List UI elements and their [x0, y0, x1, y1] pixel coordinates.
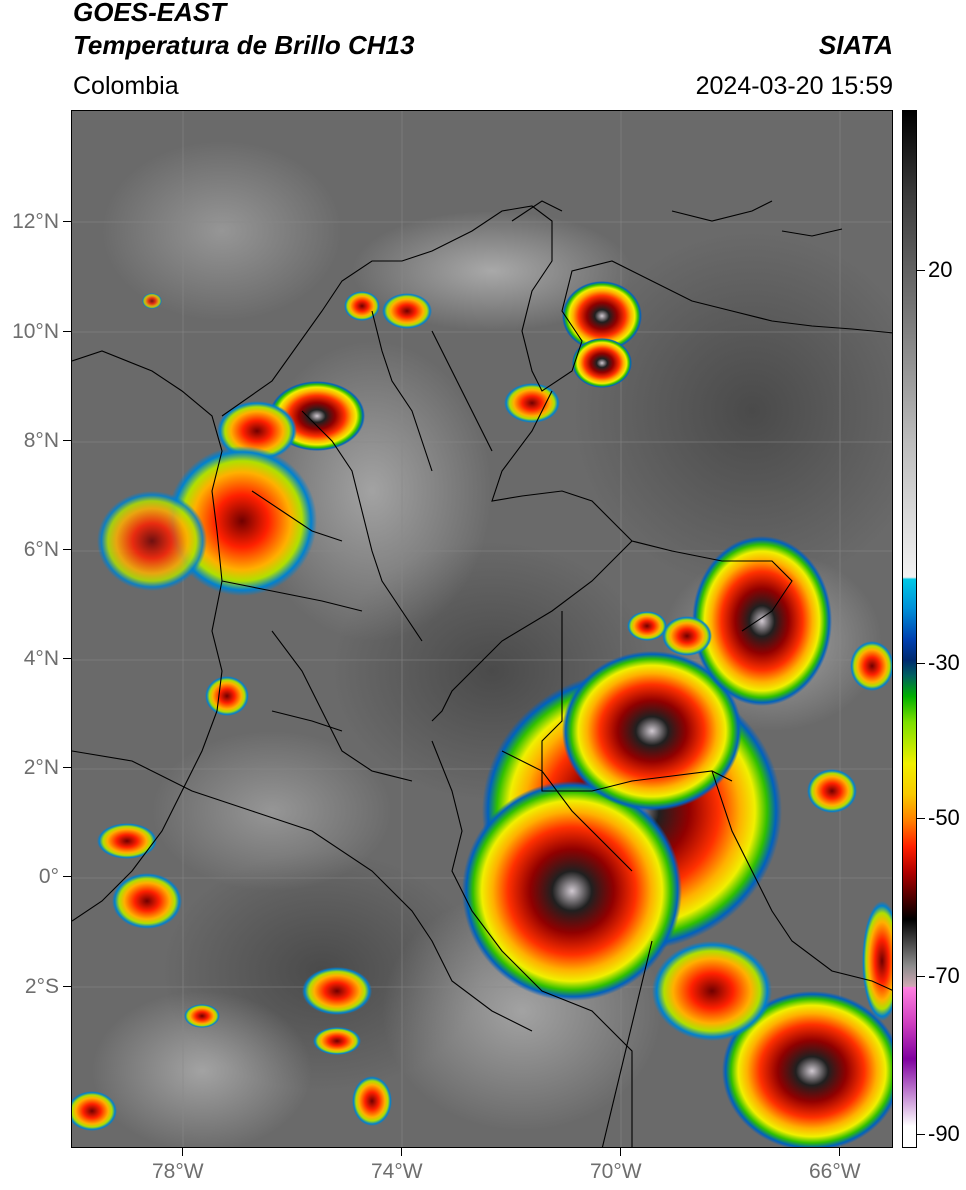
colorbar-label: -70	[928, 963, 960, 988]
agency-label: SIATA	[818, 30, 893, 60]
lat-label: 2°S	[24, 975, 59, 998]
lat-label: 6°N	[23, 538, 59, 561]
lat-tick-mark	[63, 767, 71, 768]
lat-tick-mark	[63, 331, 71, 332]
lon-tick-mark	[620, 1148, 621, 1156]
lat-tick-mark	[63, 876, 71, 877]
temperature-colorbar	[902, 110, 917, 1148]
lat-label: 12°N	[12, 210, 59, 233]
lat-tick-mark	[63, 658, 71, 659]
lat-label: 10°N	[12, 320, 59, 343]
product-title: Temperatura de Brillo CH13	[73, 30, 415, 60]
colorbar-label: 20	[928, 257, 953, 282]
colorbar-label: -30	[928, 650, 960, 675]
colorbar-tick-mark	[917, 976, 925, 977]
timestamp-label: 2024-03-20 15:59	[695, 72, 893, 100]
lat-tick-mark	[63, 986, 71, 987]
lat-tick-mark	[63, 440, 71, 441]
lon-label: 70°W	[590, 1160, 642, 1183]
lon-tick-mark	[182, 1148, 183, 1156]
lon-tick-mark	[839, 1148, 840, 1156]
lon-label: 78°W	[152, 1160, 204, 1183]
region-label: Colombia	[73, 72, 179, 100]
colorbar-label: -90	[928, 1121, 960, 1146]
lat-tick-mark	[63, 549, 71, 550]
satellite-map[interactable]	[71, 110, 893, 1148]
colorbar-tick-mark	[917, 818, 925, 819]
lat-label: 8°N	[23, 429, 59, 452]
colorbar-label: -50	[928, 805, 960, 830]
lat-tick-mark	[63, 221, 71, 222]
lat-label: 4°N	[23, 647, 59, 670]
colorbar-tick-mark	[917, 1134, 925, 1135]
lon-tick-mark	[401, 1148, 402, 1156]
lat-label: 2°N	[23, 756, 59, 779]
lon-label: 66°W	[809, 1160, 861, 1183]
colorbar-tick-mark	[917, 270, 925, 271]
brightness-temperature-image	[72, 111, 892, 1147]
satellite-title: GOES-EAST	[73, 0, 227, 27]
colorbar-tick-mark	[917, 663, 925, 664]
lat-label: 0°	[38, 865, 59, 888]
lon-label: 74°W	[371, 1160, 423, 1183]
